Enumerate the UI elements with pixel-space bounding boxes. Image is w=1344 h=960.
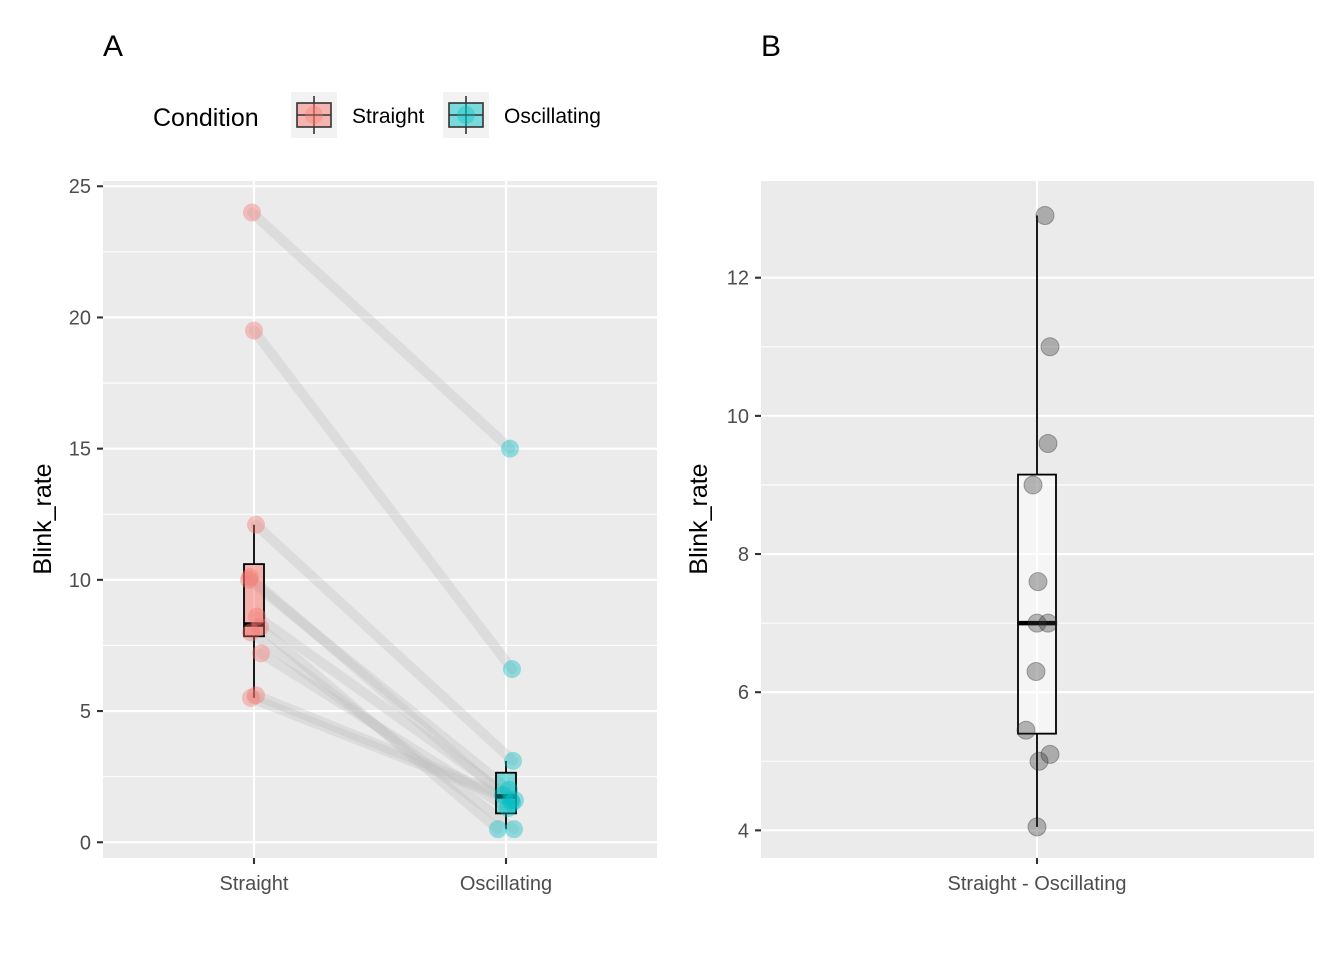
point-difference — [1016, 720, 1036, 740]
y-tick-label: 20 — [69, 307, 91, 329]
point-difference — [1040, 337, 1060, 357]
paired-line — [249, 325, 517, 675]
box-iqr — [495, 771, 517, 815]
panel-b-points — [1016, 206, 1060, 837]
y-tick-label: 15 — [69, 439, 91, 461]
point-difference — [1029, 751, 1049, 771]
paired-line — [246, 627, 519, 835]
paired-line — [251, 519, 518, 766]
legend-key-straight — [291, 92, 337, 138]
y-tick-label: 10 — [727, 406, 749, 428]
panel-a-points — [240, 203, 524, 839]
point-oscillating — [489, 820, 507, 839]
point-straight — [241, 568, 259, 587]
panel-a-tag: A — [103, 30, 123, 63]
point-straight — [243, 203, 261, 222]
y-tick-label: 5 — [80, 701, 91, 723]
point-difference — [1023, 475, 1043, 495]
panel-a-paired-lines — [244, 207, 520, 835]
point-difference — [1026, 661, 1046, 681]
point-oscillating — [504, 751, 522, 770]
point-oscillating — [506, 791, 524, 810]
box-oscillating — [495, 760, 517, 830]
point-oscillating — [502, 791, 520, 810]
paired-line — [247, 207, 515, 454]
x-tick-label: Straight — [220, 873, 289, 895]
point-difference — [1038, 613, 1058, 633]
y-tick-label: 10 — [69, 570, 91, 592]
point-difference — [1028, 572, 1048, 592]
point-oscillating — [494, 786, 512, 805]
legend-label-straight: Straight — [352, 105, 425, 128]
point-oscillating — [505, 820, 523, 839]
paired-line — [252, 611, 520, 806]
y-tick-label: 12 — [727, 268, 749, 290]
point-straight — [247, 686, 265, 705]
point-straight — [240, 570, 258, 589]
point-difference — [1040, 744, 1060, 764]
y-tick-label: 4 — [738, 820, 749, 842]
paired-line — [251, 690, 508, 801]
paired-line — [246, 692, 516, 806]
point-oscillating — [503, 660, 521, 679]
panel-a-y-axis-title: Blink_rate — [29, 463, 57, 574]
point-oscillating — [501, 439, 519, 458]
box-iqr — [243, 563, 265, 638]
point-difference — [1027, 817, 1047, 837]
panel-b-tag: B — [761, 30, 781, 63]
panel-a-plot: 0 5 10 15 20 25 Straight Oscillating — [69, 176, 657, 895]
panel-a-boxes — [243, 524, 517, 830]
paired-line — [245, 572, 517, 808]
point-straight — [242, 688, 260, 707]
point-straight — [242, 623, 260, 642]
point-straight — [251, 618, 269, 637]
point-straight — [248, 607, 266, 626]
legend-label-oscillating: Oscillating — [504, 105, 601, 128]
panel-b-y-axis-title: Blink_rate — [685, 463, 713, 574]
point-oscillating — [500, 780, 518, 799]
point-straight — [247, 515, 265, 534]
point-straight — [252, 644, 270, 663]
paired-line — [256, 648, 513, 814]
panel-b-ticks: 4 6 8 10 12 Straight - Oscillating — [727, 268, 1127, 895]
y-tick-label: 6 — [738, 682, 749, 704]
paired-line — [255, 622, 503, 835]
paired-line — [244, 574, 514, 795]
y-tick-label: 25 — [69, 176, 91, 198]
point-difference — [1038, 434, 1058, 454]
point-difference — [1035, 206, 1055, 226]
panel-a-grid — [103, 181, 657, 858]
y-tick-label: 8 — [738, 544, 749, 566]
legend: Condition Straight Oscillating — [153, 92, 601, 138]
legend-title: Condition — [153, 104, 259, 132]
panel-a-ticks: 0 5 10 15 20 25 Straight Oscillating — [69, 176, 552, 895]
point-oscillating — [499, 799, 517, 818]
legend-key-oscillating — [443, 92, 489, 138]
box-straight — [243, 524, 265, 698]
point-oscillating — [503, 793, 521, 812]
point-difference — [1027, 613, 1047, 633]
x-tick-label: Straight - Oscillating — [948, 873, 1127, 895]
y-tick-label: 0 — [80, 832, 91, 854]
box-iqr — [1017, 473, 1057, 735]
x-tick-label: Oscillating — [460, 873, 552, 895]
panel-b-plot: 4 6 8 10 12 Straight - Oscillating — [727, 181, 1314, 895]
panel-b-box — [1017, 215, 1057, 827]
point-straight — [245, 321, 263, 340]
